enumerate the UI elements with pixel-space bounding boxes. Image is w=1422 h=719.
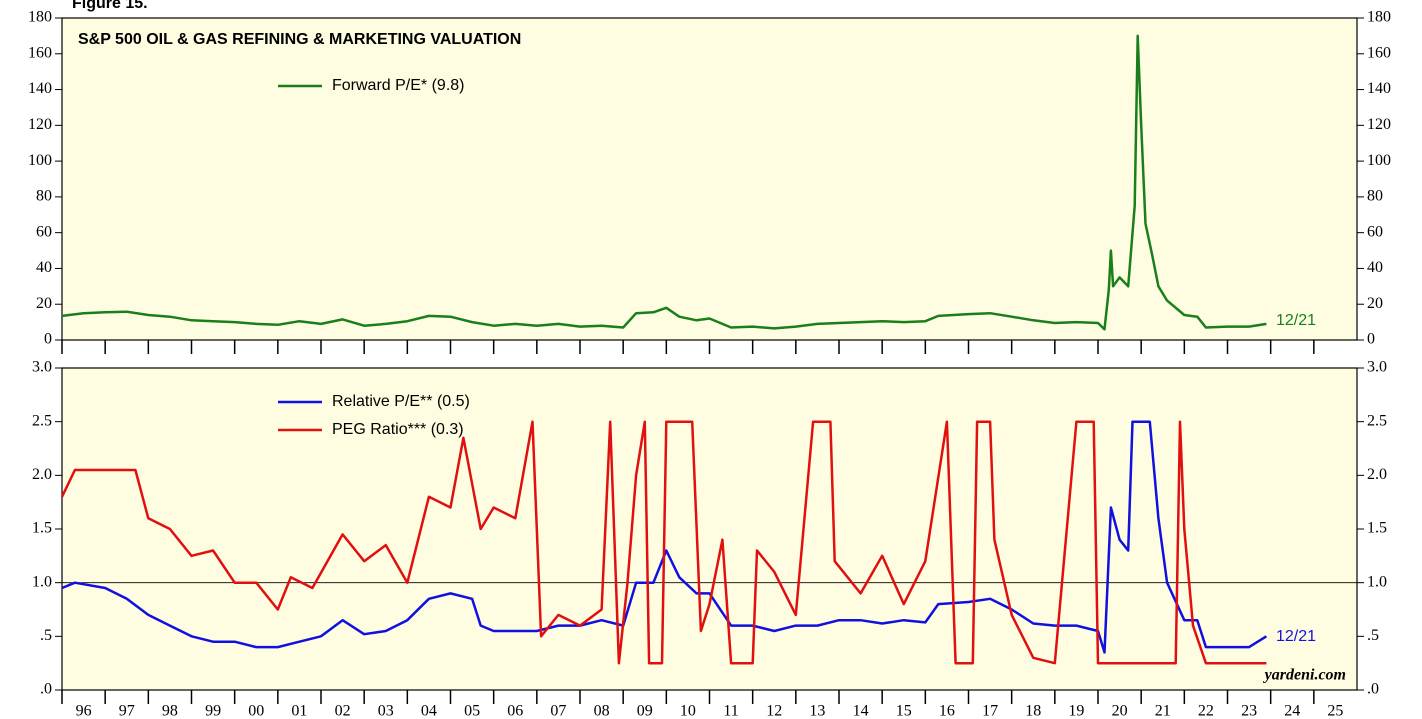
annotation: 12/21 xyxy=(1276,312,1316,329)
annotation: 12/21 xyxy=(1276,628,1316,645)
x-tick-label: 10 xyxy=(680,703,696,719)
y2-tick-label: 40 xyxy=(1367,259,1383,276)
y2-tick-label: 0 xyxy=(1367,331,1375,348)
y-tick-label: .5 xyxy=(40,627,52,644)
x-tick-label: 96 xyxy=(76,703,92,719)
y-tick-label: 1.5 xyxy=(32,520,52,537)
y2-tick-label: 120 xyxy=(1367,116,1391,133)
y-tick-label: 1.0 xyxy=(32,573,52,590)
y2-tick-label: 140 xyxy=(1367,80,1391,97)
y2-tick-label: .5 xyxy=(1367,627,1379,644)
x-tick-label: 16 xyxy=(939,703,955,719)
y-tick-label: 60 xyxy=(36,223,52,240)
y2-tick-label: 20 xyxy=(1367,295,1383,312)
x-tick-label: 12 xyxy=(766,703,782,719)
y2-tick-label: 1.5 xyxy=(1367,520,1387,537)
x-tick-label: 06 xyxy=(507,703,523,719)
y2-tick-label: 100 xyxy=(1367,152,1391,169)
y2-tick-label: 60 xyxy=(1367,223,1383,240)
x-tick-label: 09 xyxy=(637,703,653,719)
x-tick-label: 02 xyxy=(335,703,351,719)
x-tick-label: 15 xyxy=(896,703,912,719)
x-tick-label: 97 xyxy=(119,703,135,719)
y-tick-label: 40 xyxy=(36,259,52,276)
y-tick-label: 140 xyxy=(28,80,52,97)
x-tick-label: 25 xyxy=(1327,703,1343,719)
x-tick-label: 24 xyxy=(1284,703,1300,719)
y-tick-label: .0 xyxy=(40,681,52,698)
y-tick-label: 180 xyxy=(28,9,52,26)
y-tick-label: 120 xyxy=(28,116,52,133)
y-tick-label: 3.0 xyxy=(32,359,52,376)
legend-label: Relative P/E** (0.5) xyxy=(332,393,470,410)
x-tick-label: 01 xyxy=(291,703,307,719)
x-tick-label: 20 xyxy=(1112,703,1128,719)
y2-tick-label: 180 xyxy=(1367,9,1391,26)
series-line xyxy=(61,420,1268,654)
x-tick-label: 07 xyxy=(550,703,566,719)
plot-area xyxy=(61,367,1358,691)
y2-tick-label: 80 xyxy=(1367,188,1383,205)
y2-tick-label: 3.0 xyxy=(1367,359,1387,376)
x-tick-label: 23 xyxy=(1241,703,1257,719)
y-tick-label: 20 xyxy=(36,295,52,312)
y-tick-label: 2.0 xyxy=(32,466,52,483)
y2-tick-label: 1.0 xyxy=(1367,573,1387,590)
x-tick-label: 99 xyxy=(205,703,221,719)
x-tick-label: 14 xyxy=(853,703,869,719)
y2-tick-label: 2.5 xyxy=(1367,412,1387,429)
x-tick-label: 08 xyxy=(594,703,610,719)
x-tick-label: 22 xyxy=(1198,703,1214,719)
y-tick-label: 2.5 xyxy=(32,412,52,429)
x-tick-label: 00 xyxy=(248,703,264,719)
x-tick-label: 05 xyxy=(464,703,480,719)
series-line xyxy=(61,34,1267,331)
y2-tick-label: .0 xyxy=(1367,681,1379,698)
source: yardeni.com xyxy=(1263,667,1346,684)
figure-label: Figure 15. xyxy=(72,0,148,12)
plot-area xyxy=(61,17,1358,341)
x-tick-label: 18 xyxy=(1025,703,1041,719)
x-tick-label: 19 xyxy=(1068,703,1084,719)
legend-label: PEG Ratio*** (0.3) xyxy=(332,421,464,438)
y-tick-label: 80 xyxy=(36,188,52,205)
x-tick-label: 13 xyxy=(809,703,825,719)
y-tick-label: 160 xyxy=(28,44,52,61)
y-tick-label: 100 xyxy=(28,152,52,169)
legend-label: Forward P/E* (9.8) xyxy=(332,77,464,94)
y2-tick-label: 160 xyxy=(1367,44,1391,61)
x-tick-label: 03 xyxy=(378,703,394,719)
chart-title: S&P 500 OIL & GAS REFINING & MARKETING V… xyxy=(78,31,521,48)
x-tick-label: 11 xyxy=(723,703,738,719)
y2-tick-label: 2.0 xyxy=(1367,466,1387,483)
x-tick-label: 21 xyxy=(1155,703,1171,719)
x-tick-label: 98 xyxy=(162,703,178,719)
x-tick-label: 17 xyxy=(982,703,998,719)
x-tick-label: 04 xyxy=(421,703,437,719)
y-tick-label: 0 xyxy=(44,331,52,348)
series-line xyxy=(60,420,1267,665)
